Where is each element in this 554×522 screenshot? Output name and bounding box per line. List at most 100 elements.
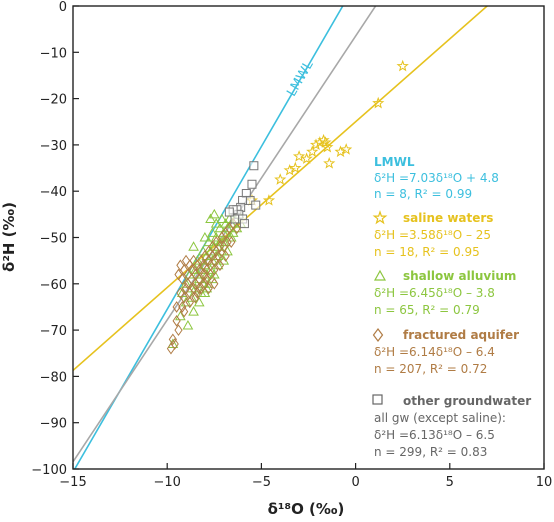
star-point [306,145,319,158]
regression-line-all_gw [73,6,377,463]
star-point [396,59,409,72]
diamond-point [215,240,225,253]
triangle-point [188,241,199,251]
star-point [262,194,276,206]
star-point [289,161,302,174]
legend: LMWL δ²H =7.03δ¹⁸O + 4.8 n = 8, R² = 0.9… [372,155,531,459]
square-point [249,161,259,171]
diamond-point [213,250,223,262]
regression-line-saline [73,6,489,371]
star-point [292,150,306,162]
data-points [166,59,409,355]
legend-fractured-title: fractured aquifer [403,328,519,342]
square-point [251,200,261,210]
diamond-point [172,301,181,313]
legend-other-sub: all gw (except saline): [374,411,506,425]
star-point [323,156,336,169]
axis-ticks: −15 −10 −5 0 5 100−10−20−30−40−50−60−70−80−90… [31,0,552,490]
triangle-point [205,264,216,274]
star-point [274,173,287,185]
legend-diamond-marker [372,328,384,342]
star-point [309,138,323,151]
legend-other-stats: n = 299, R² = 0.83 [374,445,487,459]
legend-square-marker [372,394,383,405]
triangle-point [201,269,213,279]
square-point [224,207,234,217]
y-tick-label: −20 [40,93,67,108]
diamond-point [185,296,194,309]
legend-fractured-eq: δ²H =6.14δ¹⁸O – 6.4 [374,345,495,359]
legend-saline-stats: n = 18, R² = 0.95 [374,245,480,259]
diamond-point [174,324,183,336]
triangle-point [225,231,237,242]
y-tick-label: −10 [40,46,67,61]
triangle-point [231,222,243,233]
diamond-point [178,301,187,313]
y-axis-title: δ²H (‰) [0,202,18,272]
triangle-point [216,213,228,223]
legend-lmwl-title: LMWL [374,155,415,169]
triangle-point [207,227,218,237]
square-point [247,179,257,189]
y-tick-label: −70 [40,324,67,339]
y-tick-label: −100 [31,463,67,478]
star-point [372,96,385,109]
diamond-point [172,314,181,327]
triangle-point [208,208,220,219]
x-tick-label: 5 [446,475,454,490]
diamond-point [168,333,177,346]
lmwl-line-label: LMWL [284,58,317,100]
triangle-point [175,310,186,321]
diamond-point [210,277,219,290]
legend-saline-eq: δ²H =3.58δ¹⁸O – 25 [374,228,491,242]
diamond-point [215,259,225,272]
star-point [283,163,296,176]
diamond-point [180,305,189,318]
y-tick-label: −80 [40,370,67,385]
legend-star-marker [372,210,388,225]
diamond-point [210,264,219,276]
legend-triangle-marker [373,269,387,281]
diamond-point [178,273,187,286]
legend-shallow-title: shallow alluvium [403,269,516,283]
triangle-point [212,259,224,270]
diamond-point [180,291,189,304]
star-point [340,143,353,155]
legend-other-eq: δ²H =6.13δ¹⁸O – 6.5 [374,428,495,442]
diamond-point [170,338,179,350]
triangle-point [210,218,222,228]
diamond-point [223,236,232,249]
legend-lmwl-eq: δ²H =7.03δ¹⁸O + 4.8 [374,171,499,185]
diamond-point [221,250,230,262]
y-tick-label: −50 [40,232,67,247]
x-axis-title: δ¹⁸O (‰) [268,500,345,518]
triangle-point [188,306,199,316]
y-tick-label: −60 [40,278,67,293]
triangle-point [214,222,226,233]
diamond-point [191,291,200,304]
y-tick-label: −30 [40,139,67,154]
diamond-point [195,282,204,295]
x-tick-label: 10 [536,475,553,490]
diamond-point [166,342,176,355]
regression-lines [73,6,489,469]
x-tick-label: −10 [153,475,180,490]
diamond-point [232,222,242,235]
x-tick-label: 0 [351,475,359,490]
legend-lmwl-stats: n = 8, R² = 0.99 [374,187,472,201]
diamond-point [200,268,209,281]
star-point [300,152,313,164]
y-tick-label: −90 [40,417,67,432]
triangle-point [199,231,211,242]
triangle-point [193,296,205,307]
legend-fractured-stats: n = 207, R² = 0.72 [374,362,487,376]
legend-shallow-stats: n = 65, R² = 0.79 [374,303,480,317]
legend-other-title: other groundwater [403,394,531,408]
square-point [239,219,249,229]
star-point [334,145,347,158]
triangle-point [191,255,203,265]
triangle-point [180,278,192,288]
regression-line-lmwl [73,6,344,469]
x-tick-label: −15 [59,475,86,490]
